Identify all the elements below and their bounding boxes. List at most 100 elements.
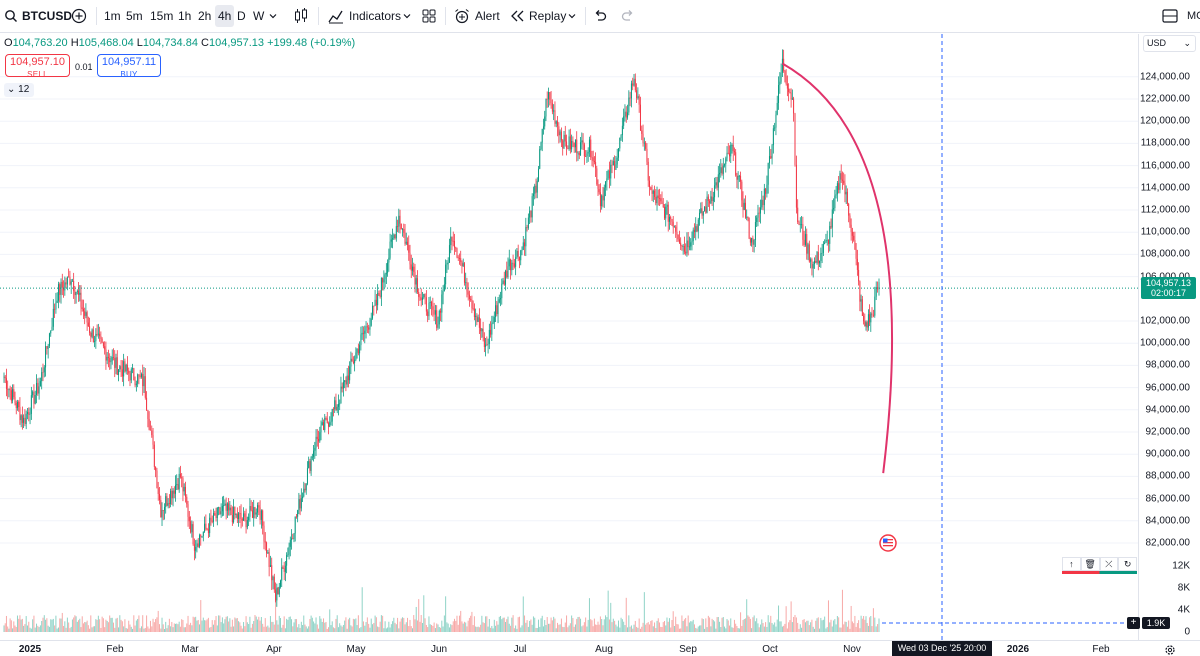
candle-body <box>709 200 711 204</box>
sell-button[interactable]: 104,957.10 SELL <box>5 54 70 79</box>
indicators-dropdown[interactable] <box>402 0 412 32</box>
timeframe-4h[interactable]: 4h <box>215 5 235 27</box>
alert-button[interactable]: Alert <box>454 0 500 32</box>
redo-button[interactable] <box>621 0 635 32</box>
time-axis[interactable]: 2025 Feb Mar Apr May Jun Jul Aug Sep Oct Nov 2026 Fe… <box>0 640 1200 656</box>
timeframe-1h[interactable]: 1h <box>178 9 192 23</box>
candle-body <box>775 114 777 128</box>
layout-button[interactable] <box>1162 0 1178 32</box>
volume-bar <box>120 619 122 632</box>
high-key: H <box>70 37 79 49</box>
volume-bar <box>681 615 683 632</box>
currency-selector[interactable]: USD ⌄ <box>1143 35 1196 52</box>
volume-bar <box>313 621 315 632</box>
candle-body <box>182 478 184 492</box>
legend-collapse-button[interactable]: ⌄ 12 <box>4 83 34 97</box>
volume-bar <box>843 624 845 632</box>
alert-label: Alert <box>475 9 500 23</box>
candle-body <box>801 224 803 226</box>
chart-type-button[interactable] <box>293 0 309 32</box>
volume-bar <box>153 622 155 632</box>
candle-body <box>271 565 273 581</box>
volume-bar <box>602 625 604 632</box>
volume-bar <box>369 627 371 632</box>
candle-body <box>437 324 439 328</box>
chart-settings-button[interactable] <box>1164 643 1176 656</box>
volume-bar <box>573 626 575 632</box>
us-economic-event-flag[interactable] <box>879 534 897 552</box>
candle-body <box>334 400 336 410</box>
candle-body <box>134 380 136 386</box>
candle-body <box>89 326 91 333</box>
candle-body <box>104 346 106 350</box>
volume-bar <box>634 620 636 632</box>
account-menu[interactable]: MC <box>1187 10 1200 22</box>
volume-bar <box>334 628 336 632</box>
candle-body <box>627 112 629 118</box>
timeframe-D[interactable]: D <box>237 9 246 23</box>
candle-body <box>735 152 737 176</box>
volume-bar <box>826 627 828 632</box>
volume-bar <box>332 627 334 632</box>
delete-drawing-button[interactable]: 🗑 <box>1080 557 1100 571</box>
collapse-drawing-button[interactable]: ⤫ <box>1099 557 1119 571</box>
candle-body <box>752 237 754 245</box>
volume-bar <box>257 619 259 632</box>
volume-bar <box>874 617 876 632</box>
candle-body <box>119 366 121 370</box>
close-value: 104,957.13 <box>208 37 265 49</box>
candle-body <box>299 499 301 509</box>
candle-body <box>558 126 560 136</box>
candle-body <box>184 486 186 497</box>
candle-body <box>585 156 587 157</box>
candle-body <box>512 262 514 264</box>
volume-bar <box>229 618 231 632</box>
volume-bar <box>490 627 492 632</box>
price-scale[interactable]: 124,000.00 122,000.00 120,000.00 118,000.00… <box>1138 34 1200 640</box>
move-up-button[interactable]: ↑ <box>1062 557 1081 571</box>
candle-body <box>714 185 716 198</box>
undo-button[interactable] <box>593 0 607 32</box>
candle-body <box>524 242 526 247</box>
timeframe-2h[interactable]: 2h <box>198 9 212 23</box>
volume-bar <box>691 621 693 632</box>
indicators-button[interactable]: Indicators <box>328 0 401 32</box>
volume-bar <box>503 617 505 632</box>
volume-bar <box>672 611 674 632</box>
timeframe-dropdown[interactable] <box>268 0 278 32</box>
timeframe-1m[interactable]: 1m <box>104 9 121 23</box>
volume-bar <box>162 624 164 632</box>
volume-bar <box>34 627 36 632</box>
replay-dropdown[interactable] <box>567 0 577 32</box>
volume-bar <box>798 628 800 632</box>
compare-symbol-button[interactable] <box>71 0 87 32</box>
templates-button[interactable] <box>421 0 437 32</box>
candle-body <box>715 182 717 186</box>
replay-button[interactable]: Replay <box>509 0 566 32</box>
candle-body <box>630 83 632 99</box>
volume-bar <box>46 618 48 632</box>
symbol-search[interactable]: BTCUSD <box>4 0 72 32</box>
price-tick-label: 102,000.00 <box>1139 315 1190 327</box>
volume-bar <box>52 618 54 632</box>
add-alert-plus-button[interactable]: + <box>1127 617 1140 629</box>
timeframe-5m[interactable]: 5m <box>126 9 143 23</box>
buy-button[interactable]: 104,957.11 BUY <box>97 54 161 79</box>
volume-bar <box>471 611 473 632</box>
volume-bar <box>788 622 790 632</box>
candle-body <box>451 236 453 241</box>
volume-bar <box>666 617 668 632</box>
candle-body <box>831 209 833 228</box>
volume-bar <box>116 617 118 632</box>
timeframe-15m[interactable]: 15m <box>150 9 174 23</box>
candle-body <box>57 284 59 301</box>
candle-body <box>790 92 792 100</box>
volume-bar <box>96 619 98 632</box>
cycle-drawing-button[interactable]: ↻ <box>1118 557 1137 571</box>
volume-bar <box>366 617 368 632</box>
timeframe-W[interactable]: W <box>253 9 265 23</box>
candle-body <box>507 266 509 278</box>
volume-bar <box>37 625 39 632</box>
volume-bar <box>531 624 533 632</box>
